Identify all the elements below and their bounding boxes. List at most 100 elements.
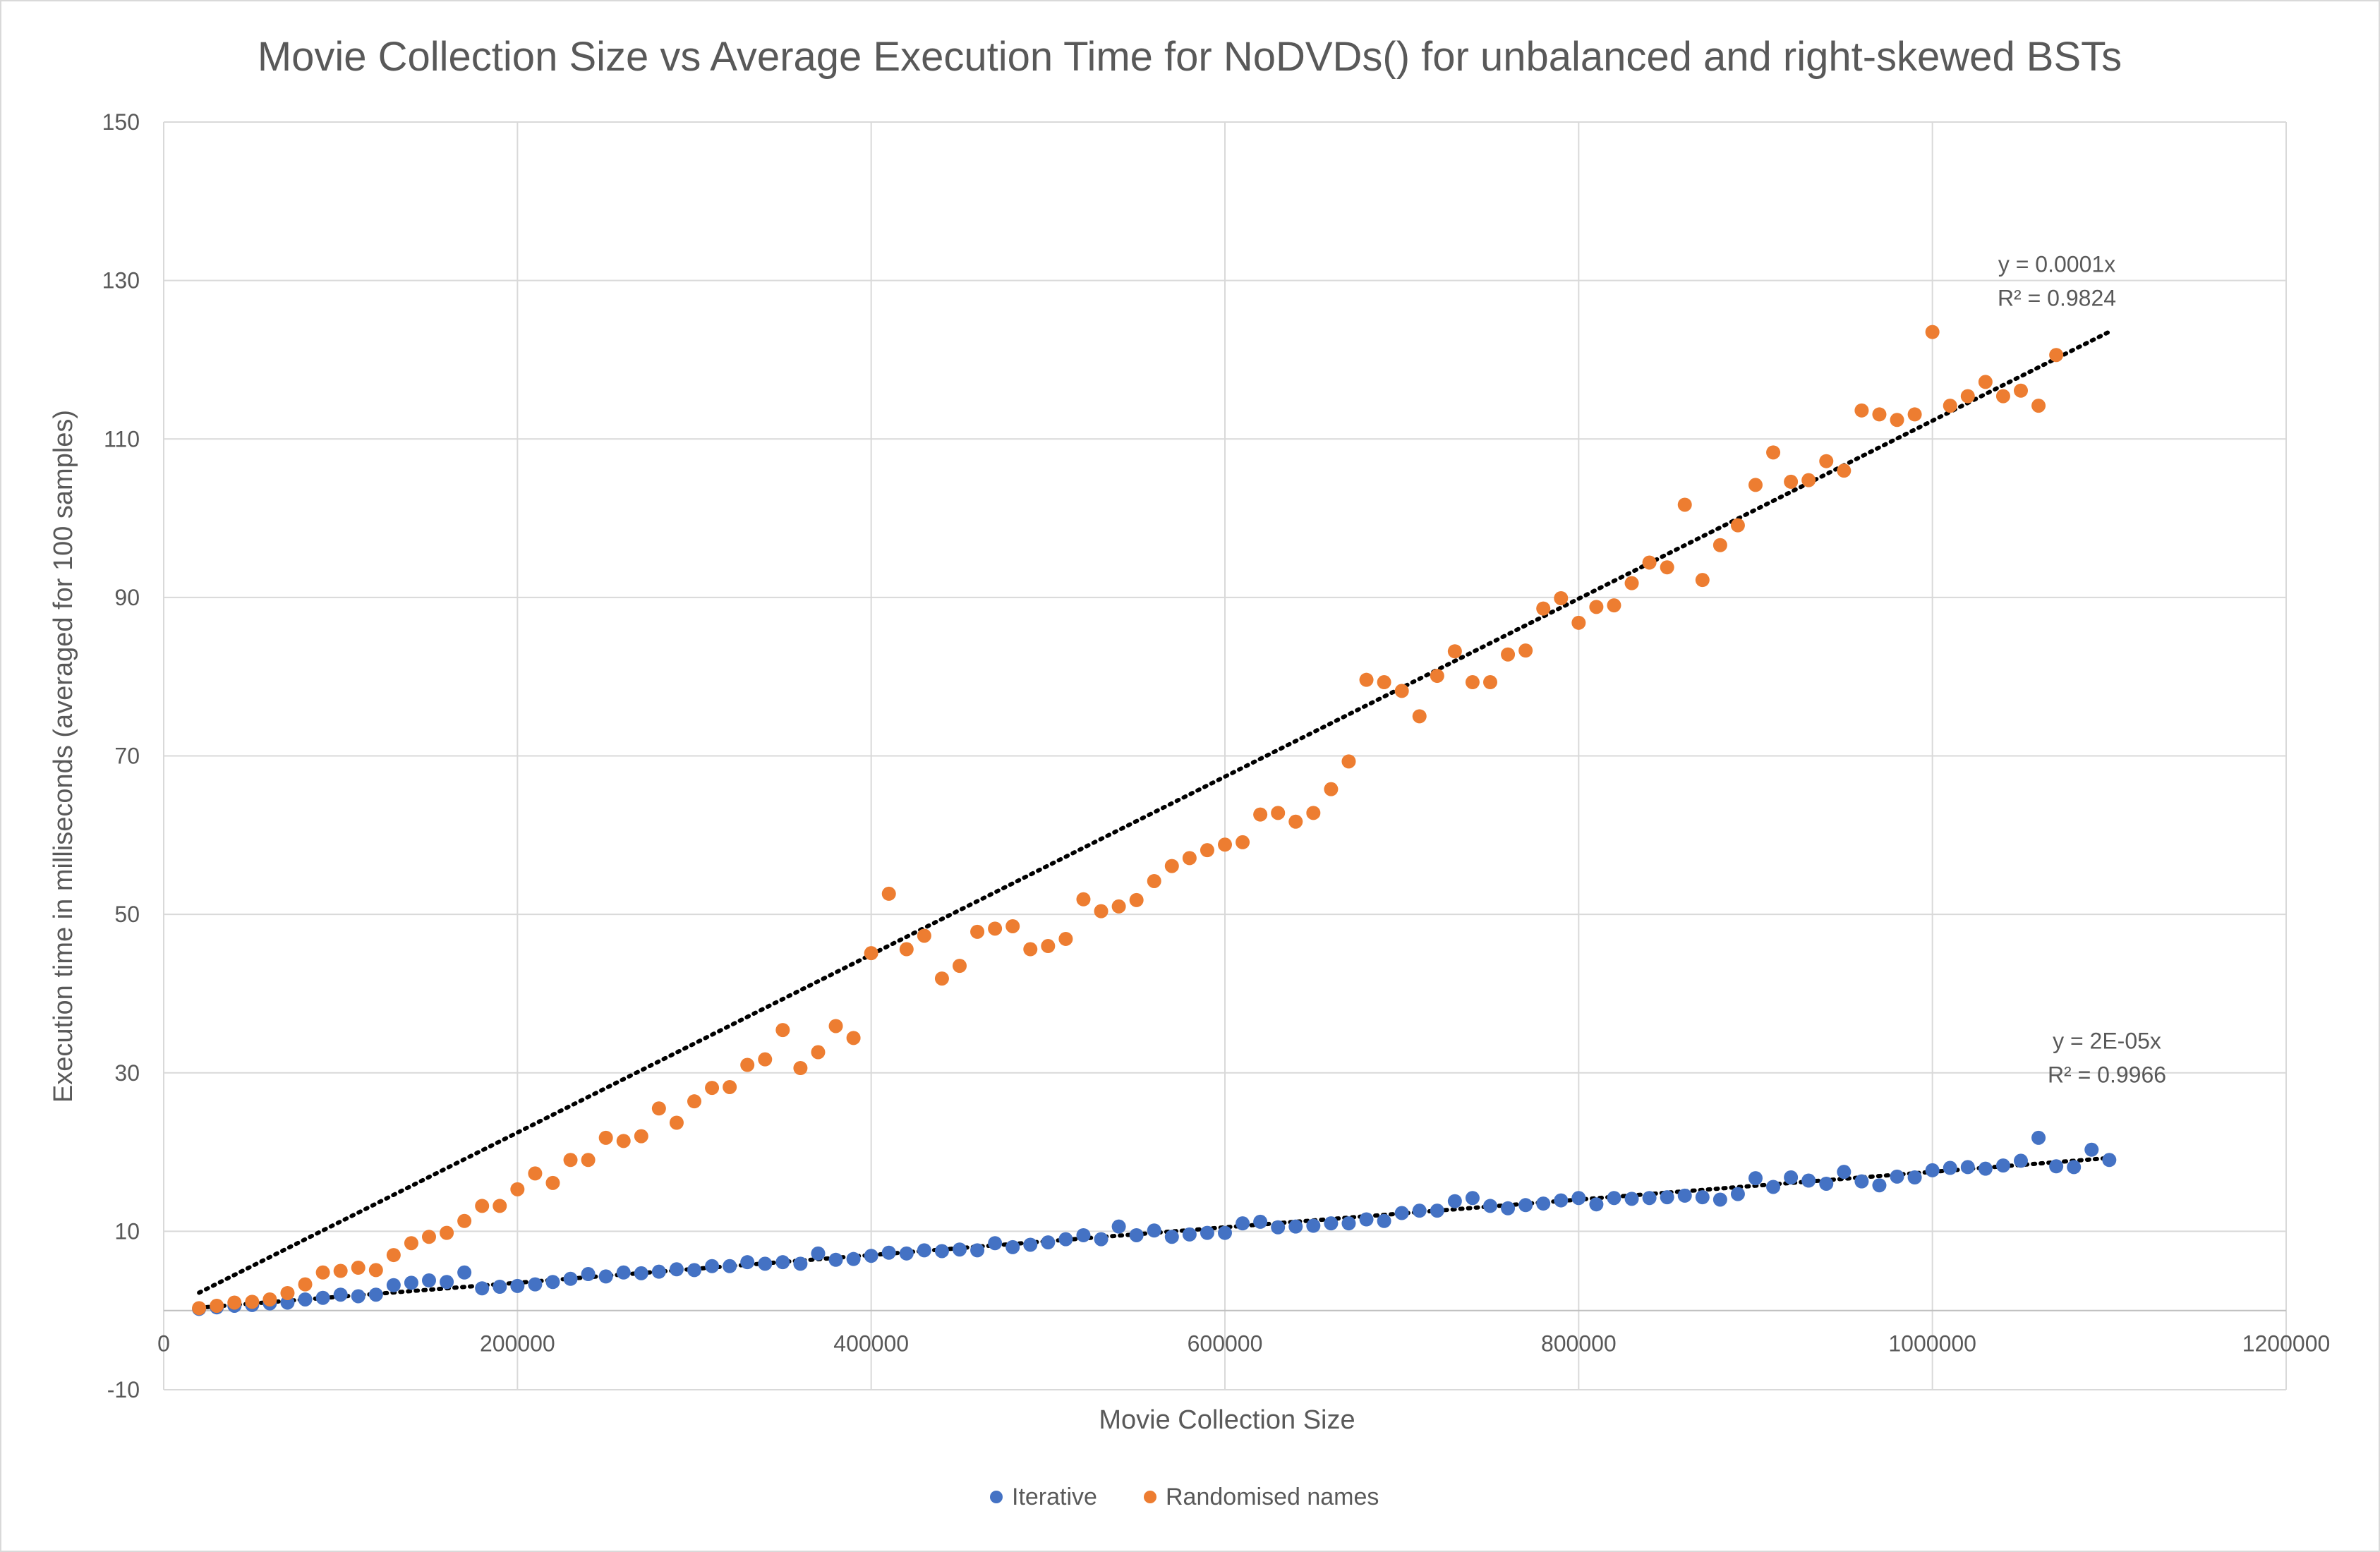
- data-point: [1023, 1237, 1038, 1252]
- data-point: [368, 1263, 383, 1278]
- data-point: [2049, 348, 2064, 363]
- data-point: [1377, 675, 1391, 690]
- data-point: [1571, 1191, 1586, 1206]
- data-point: [1837, 1165, 1852, 1180]
- data-point: [775, 1023, 790, 1038]
- data-point: [1111, 899, 1126, 914]
- trendline: [197, 329, 2112, 1295]
- data-point: [669, 1262, 684, 1277]
- data-point: [651, 1101, 666, 1116]
- data-point: [988, 921, 1003, 936]
- y-tick-label: 50: [114, 902, 140, 927]
- data-point: [475, 1281, 490, 1296]
- x-tick-labels: 0 200000 400000 600000 800000 1000000 1200000: [157, 1331, 2330, 1357]
- data-point: [1094, 904, 1109, 919]
- data-point: [262, 1292, 277, 1307]
- data-point: [528, 1277, 543, 1292]
- data-point: [651, 1264, 666, 1279]
- data-point: [1058, 1232, 1073, 1247]
- data-point: [1642, 555, 1657, 570]
- data-point: [687, 1094, 701, 1109]
- data-point: [1766, 445, 1781, 460]
- data-point: [1554, 590, 1569, 605]
- data-point: [1253, 807, 1268, 822]
- data-point: [1465, 1191, 1480, 1206]
- data-point: [1854, 1174, 1869, 1189]
- data-point: [1624, 576, 1639, 590]
- x-axis-title: Movie Collection Size: [1099, 1405, 1355, 1435]
- data-point: [953, 1242, 967, 1257]
- data-point: [1907, 1170, 1922, 1185]
- data-point: [1288, 1219, 1303, 1234]
- data-point: [1129, 892, 1144, 907]
- data-point: [1677, 497, 1692, 512]
- data-point: [2031, 399, 2046, 413]
- data-point: [1164, 859, 1179, 873]
- x-tick-label: 600000: [1188, 1331, 1263, 1357]
- legend-label: Randomised names: [1166, 1484, 1379, 1510]
- data-point: [1058, 931, 1073, 946]
- y-tick-label: 110: [104, 426, 140, 451]
- data-point: [1712, 538, 1727, 552]
- data-point: [1695, 573, 1710, 588]
- data-point: [457, 1265, 472, 1280]
- data-point: [1854, 403, 1869, 418]
- data-point: [1712, 1192, 1727, 1207]
- data-point: [1925, 1163, 1940, 1177]
- data-point: [1200, 843, 1214, 858]
- y-tick-labels: -10 10 30 50 70 90 110 130 150: [102, 109, 140, 1402]
- data-point: [1571, 615, 1586, 630]
- x-tick-label: 800000: [1541, 1331, 1617, 1357]
- data-point: [1094, 1232, 1109, 1247]
- data-point: [1642, 1191, 1657, 1206]
- data-point: [616, 1134, 631, 1148]
- data-point: [404, 1236, 418, 1251]
- y-tick-label: -10: [107, 1377, 140, 1402]
- data-point: [1819, 1176, 1834, 1191]
- data-point: [1607, 598, 1621, 613]
- data-point: [2102, 1153, 2117, 1168]
- data-point: [1536, 601, 1551, 616]
- data-point: [1483, 675, 1497, 690]
- data-point: [422, 1230, 436, 1244]
- data-point: [545, 1175, 560, 1190]
- data-point: [581, 1153, 596, 1168]
- data-point: [315, 1290, 330, 1305]
- x-tick-label: 0: [157, 1331, 170, 1357]
- data-point: [1359, 1212, 1374, 1227]
- data-point: [1819, 454, 1834, 468]
- data-point: [598, 1130, 613, 1145]
- data-point: [2031, 1130, 2046, 1145]
- data-point: [881, 886, 896, 901]
- data-point: [1341, 754, 1356, 769]
- data-point: [811, 1045, 826, 1060]
- data-point: [563, 1271, 578, 1286]
- data-point: [563, 1153, 578, 1168]
- data-point: [811, 1246, 826, 1261]
- data-point: [864, 1249, 878, 1263]
- data-point: [1784, 1170, 1799, 1185]
- data-point: [1660, 560, 1674, 575]
- data-point: [1890, 413, 1904, 428]
- data-point: [793, 1061, 808, 1076]
- data-point: [1218, 1225, 1232, 1240]
- data-point: [298, 1292, 313, 1307]
- data-point: [1377, 1213, 1391, 1228]
- data-point: [315, 1265, 330, 1280]
- data-point: [1660, 1190, 1674, 1205]
- data-point: [457, 1213, 472, 1228]
- data-point: [2084, 1142, 2099, 1157]
- data-point: [917, 1243, 931, 1258]
- data-point: [493, 1199, 507, 1213]
- data-point: [1677, 1188, 1692, 1203]
- data-point: [210, 1298, 224, 1313]
- data-point: [1164, 1230, 1179, 1244]
- data-point: [1005, 1239, 1020, 1254]
- data-point: [634, 1266, 648, 1280]
- legend-label: Iterative: [1012, 1484, 1097, 1510]
- data-point: [1995, 389, 2010, 404]
- data-point: [1288, 814, 1303, 829]
- data-point: [1359, 672, 1374, 687]
- data-point: [687, 1263, 701, 1278]
- data-point: [1907, 407, 1922, 422]
